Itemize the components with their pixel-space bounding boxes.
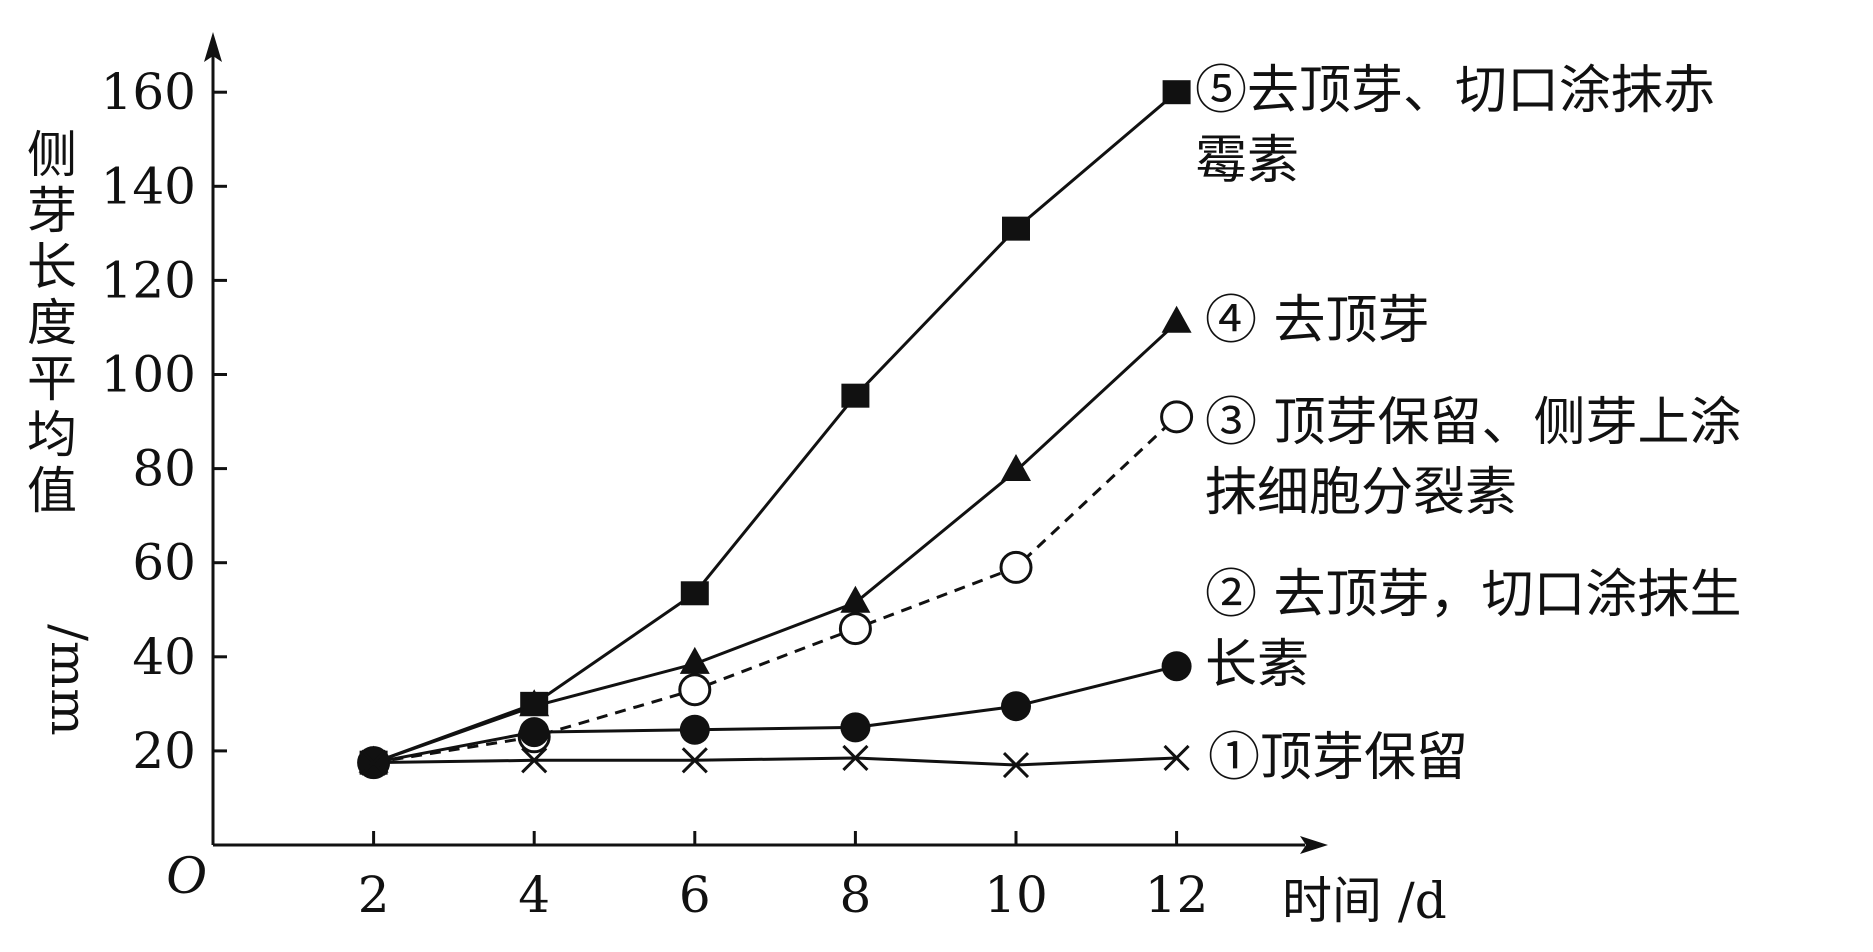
series-3-label: 抹细胞分裂素 xyxy=(1205,463,1517,523)
series-1-label: ⑤去顶芽、切口涂抹赤 xyxy=(1195,61,1715,121)
y-tick-label: 60 xyxy=(132,534,196,592)
series-5-label: ①顶芽保留 xyxy=(1208,728,1468,788)
data-point-cross xyxy=(1163,744,1190,772)
y-axis-title-char: 度 xyxy=(27,294,77,352)
series-4-label: ② 去顶芽，切口涂抹生 xyxy=(1205,565,1742,625)
y-tick-label: 120 xyxy=(101,251,196,309)
series-4-label: 长素 xyxy=(1205,635,1309,695)
y-tick-label: 100 xyxy=(101,346,196,404)
y-axis-unit: /mm xyxy=(40,624,98,736)
y-axis-title-char: 侧 xyxy=(27,126,77,184)
data-point-circle-open xyxy=(838,612,872,646)
x-tick-label: 10 xyxy=(984,866,1048,924)
series-5-line xyxy=(373,756,1177,767)
data-point-square xyxy=(1002,216,1030,241)
data-point-circle-filled xyxy=(519,717,550,748)
series-markers xyxy=(357,80,1194,780)
data-point-triangle xyxy=(1161,305,1192,333)
data-point-circle-open xyxy=(1160,400,1194,434)
data-point-cross xyxy=(521,747,548,774)
series-1-label: 霉素 xyxy=(1195,131,1299,191)
y-axis-title-char: 长 xyxy=(27,238,77,296)
series-3-label: ③ 顶芽保留、侧芽上涂 xyxy=(1205,393,1742,453)
data-point-triangle xyxy=(519,689,550,717)
data-point-triangle xyxy=(1001,453,1031,481)
y-axis-title-char: 均 xyxy=(27,406,77,464)
y-axis-title-char: 平 xyxy=(27,350,77,408)
data-point-triangle xyxy=(679,646,710,674)
data-point-square xyxy=(680,581,709,606)
x-tick-label: 8 xyxy=(839,866,871,924)
y-axis-title-char: 芽 xyxy=(27,182,77,240)
origin-label: O xyxy=(166,844,206,906)
y-tick-label: 20 xyxy=(132,722,196,780)
data-point-circle-filled xyxy=(679,714,710,745)
y-tick-label: 40 xyxy=(132,628,196,686)
series-lines xyxy=(373,91,1178,767)
x-axis-arrow xyxy=(1300,836,1328,854)
data-point-cross xyxy=(360,749,387,776)
series-2-line xyxy=(373,321,1178,765)
data-point-circle-filled xyxy=(1161,651,1192,682)
data-point-circle-filled xyxy=(840,712,871,743)
x-tick-label: 12 xyxy=(1145,866,1209,924)
axes xyxy=(204,32,1328,854)
x-axis-title: 时间 /d xyxy=(1282,872,1447,930)
series-3-line xyxy=(373,415,1178,765)
series-1-line xyxy=(373,91,1178,765)
data-point-cross xyxy=(1002,751,1030,779)
series-4-line xyxy=(373,664,1177,765)
x-tick-label: 2 xyxy=(358,866,390,924)
y-tick-label: 140 xyxy=(101,157,196,215)
data-point-circle-open xyxy=(999,550,1033,584)
data-point-square xyxy=(1162,80,1191,105)
y-axis-arrow xyxy=(204,32,222,62)
y-tick-label: 80 xyxy=(132,440,196,498)
y-tick-label: 160 xyxy=(101,63,196,121)
data-point-circle-filled xyxy=(1001,691,1031,722)
data-point-square xyxy=(841,383,870,408)
data-point-circle-open xyxy=(678,673,712,707)
data-point-cross xyxy=(842,744,869,772)
x-tick-label: 4 xyxy=(518,866,550,924)
y-axis-title-char: 值 xyxy=(27,462,77,520)
series-2-label: ④ 去顶芽 xyxy=(1205,291,1430,351)
x-tick-label: 6 xyxy=(679,866,711,924)
data-point-triangle xyxy=(840,585,871,613)
ticks: 2 4 6 8 10 12 20 40 60 80 100 120 140 160 xyxy=(101,63,1209,924)
data-point-cross xyxy=(681,747,708,774)
